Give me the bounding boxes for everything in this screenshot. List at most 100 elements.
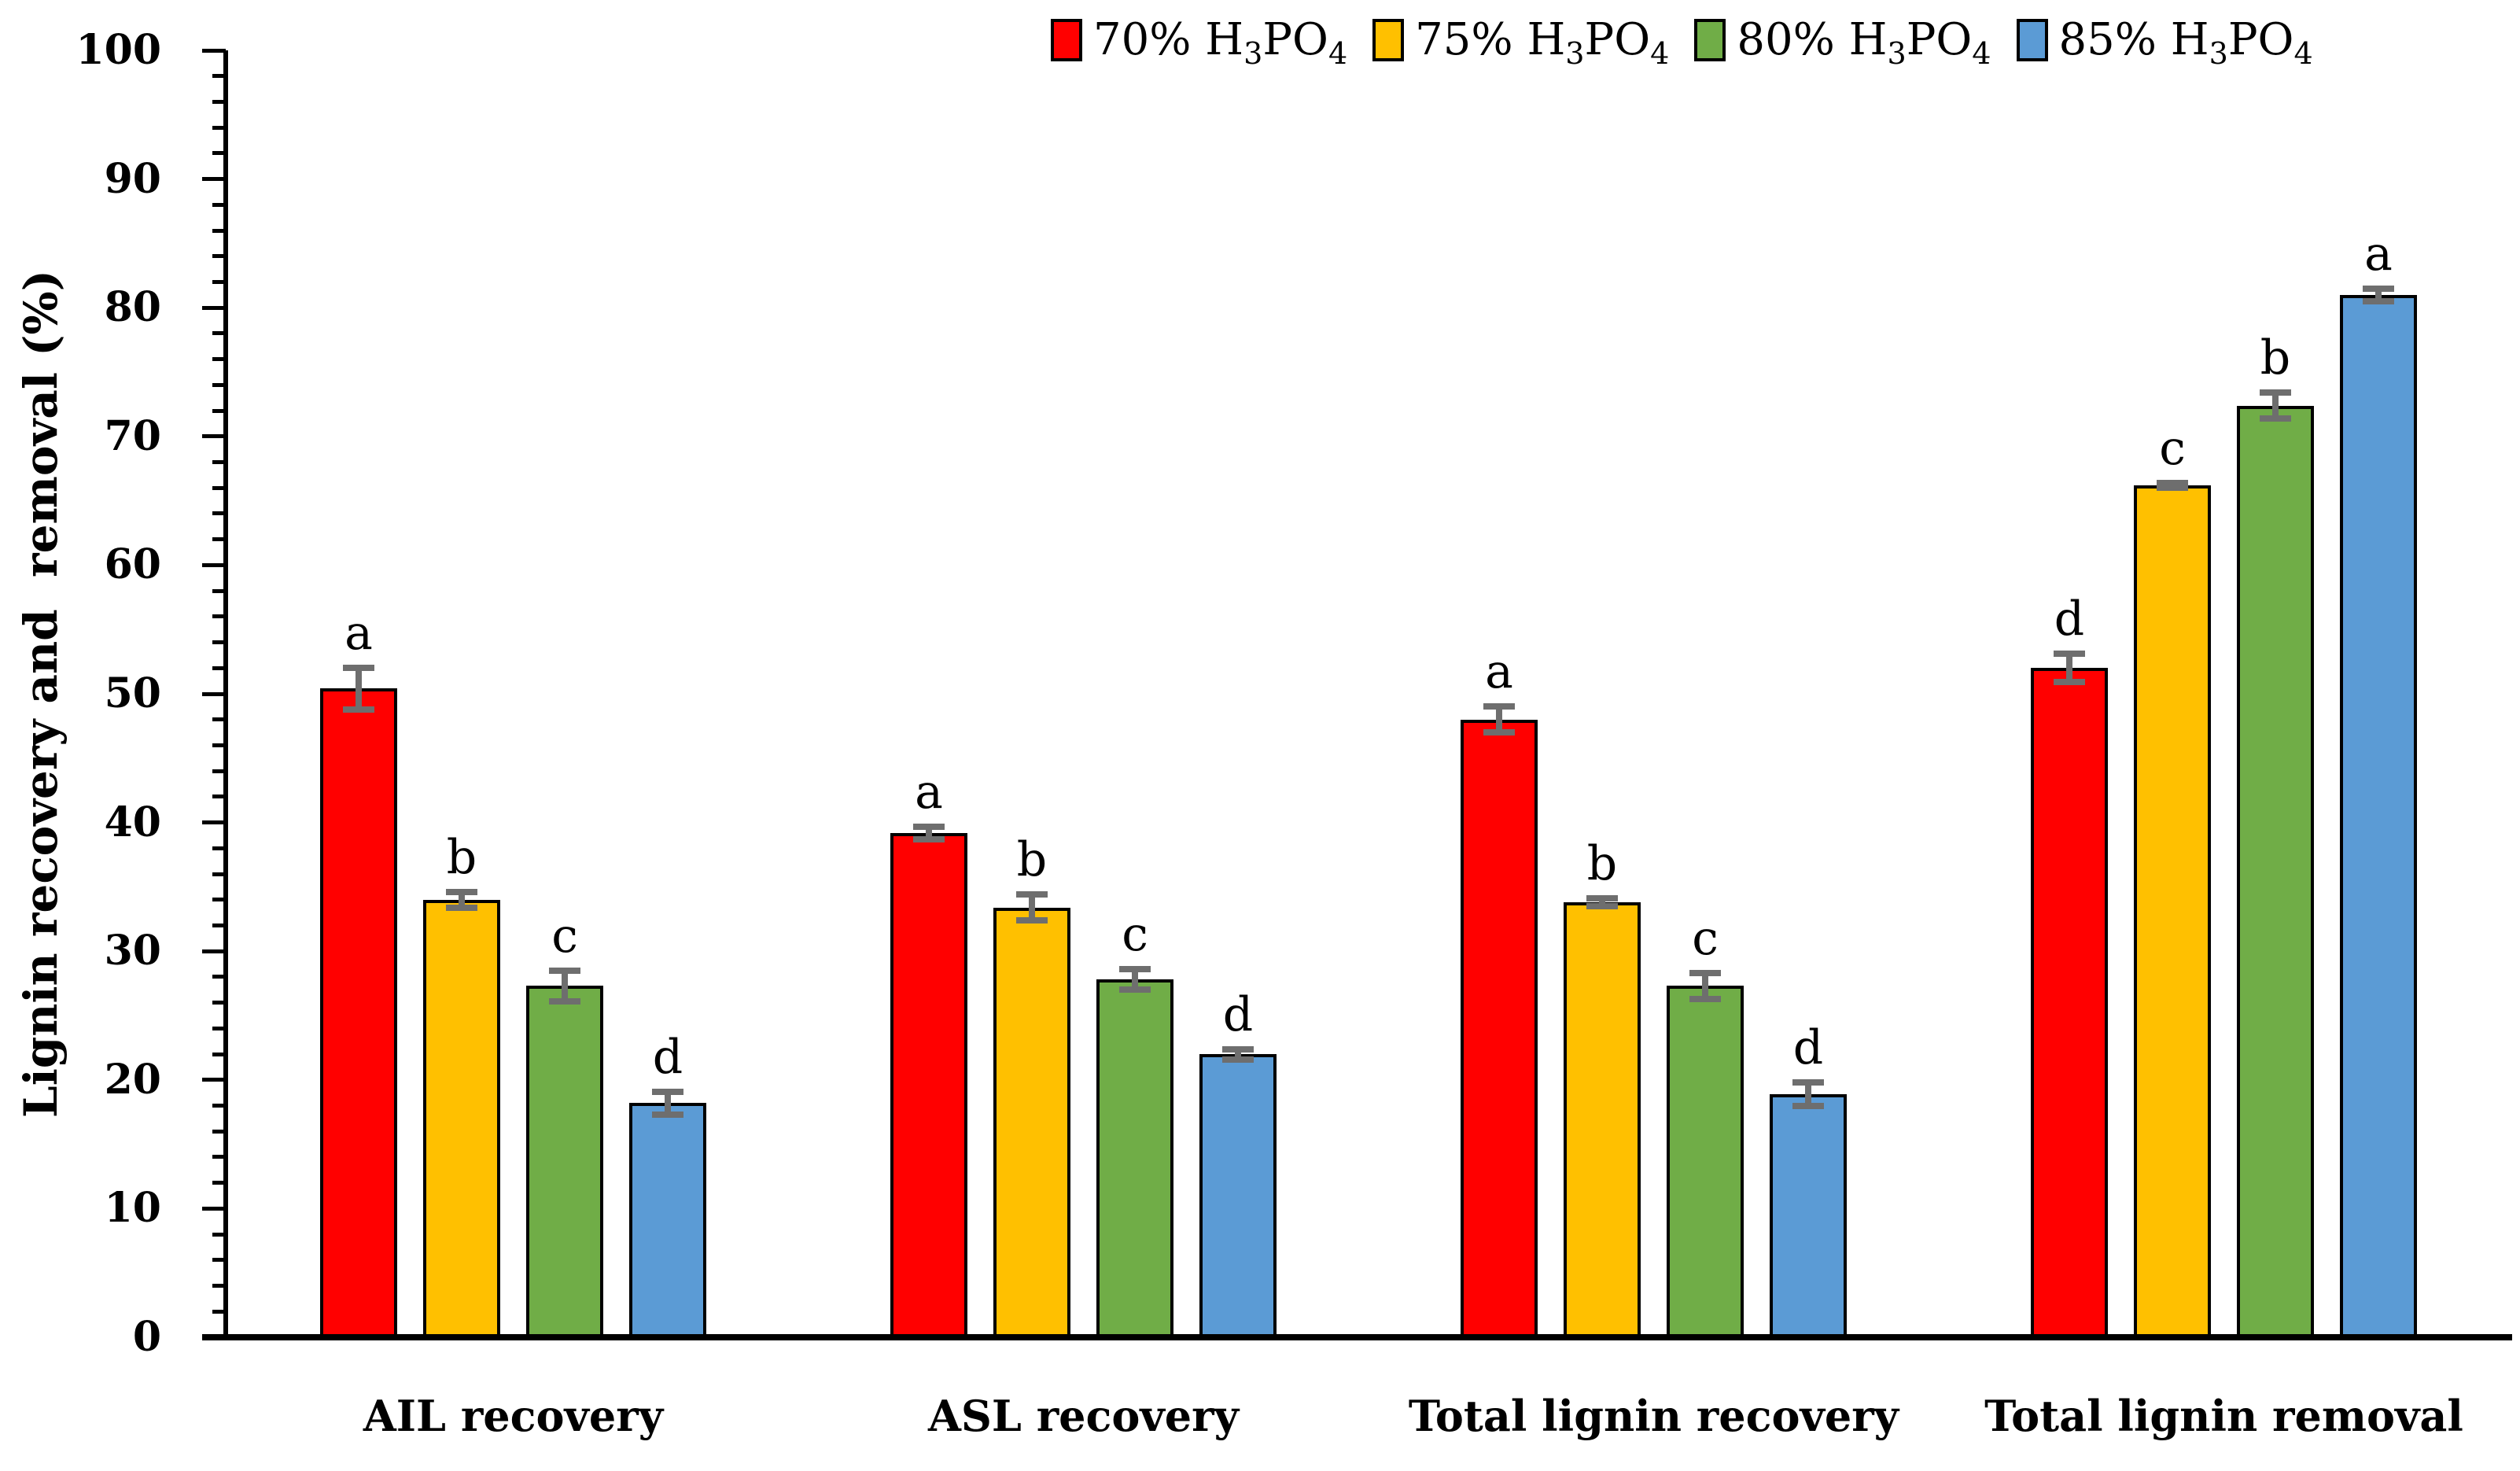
y-minor-tick xyxy=(212,511,226,516)
error-bar-cap-top xyxy=(446,888,477,895)
y-major-tick xyxy=(202,177,226,182)
bar-cell: b xyxy=(2237,50,2314,1337)
y-minor-tick xyxy=(212,331,226,336)
y-minor-tick xyxy=(212,898,226,902)
y-minor-tick xyxy=(212,408,226,413)
bar-70-h3po4 xyxy=(2031,668,2108,1337)
error-bar-cap-bottom xyxy=(2157,485,2188,492)
x-category-label: AIL recovery xyxy=(363,1391,664,1441)
y-major-tick xyxy=(202,691,226,696)
bar-cell: d xyxy=(629,50,706,1337)
significance-letter: d xyxy=(652,1029,683,1085)
bar-75-h3po4 xyxy=(423,899,500,1337)
error-bar-line xyxy=(1496,706,1502,733)
bar-cell: a xyxy=(320,50,397,1337)
y-minor-tick xyxy=(212,614,226,619)
error-bar-cap-bottom xyxy=(1016,916,1048,924)
legend-label: 75% H3PO4 xyxy=(1415,14,1670,72)
bar-cell: c xyxy=(1096,50,1173,1337)
y-major-tick xyxy=(202,434,226,439)
x-category-label: ASL recovery xyxy=(928,1391,1239,1441)
bar-cell: c xyxy=(2134,50,2211,1337)
error-bar-cap-top xyxy=(1792,1079,1824,1086)
y-major-tick xyxy=(202,1078,226,1082)
bar-70-h3po4 xyxy=(890,832,967,1337)
legend: 70% H3PO4 75% H3PO4 80% H3PO4 85% H3PO4 xyxy=(1051,14,2313,72)
bar-80-h3po4 xyxy=(2237,405,2314,1337)
bar-cell: b xyxy=(993,50,1070,1337)
error-bar-cap-bottom xyxy=(549,998,580,1005)
y-major-tick xyxy=(202,48,226,53)
error-bar-cap-bottom xyxy=(1483,729,1515,736)
error-bar-cap-bottom xyxy=(652,1111,683,1118)
y-tick-label: 70 xyxy=(104,411,161,460)
error-bar-line xyxy=(1235,1049,1241,1060)
bar-cell: d xyxy=(1199,50,1277,1337)
error-bar-cap-bottom xyxy=(913,835,945,842)
legend-swatch xyxy=(2016,18,2048,61)
bar-cell: a xyxy=(890,50,967,1337)
error-bar-cap-top xyxy=(1016,891,1048,898)
bar-group: d c b a xyxy=(1939,50,2509,1337)
error-bar-cap-top xyxy=(2054,651,2085,658)
y-major-tick xyxy=(202,562,226,567)
y-minor-tick xyxy=(212,975,226,979)
y-minor-tick xyxy=(212,151,226,156)
legend-label: 70% H3PO4 xyxy=(1093,14,1348,72)
bar-85-h3po4 xyxy=(1770,1093,1847,1337)
y-minor-tick xyxy=(212,537,226,542)
significance-letter: b xyxy=(1586,836,1618,892)
error-bar-cap-top xyxy=(2363,285,2394,292)
bar-80-h3po4 xyxy=(526,986,603,1337)
error-bar-line xyxy=(665,1091,671,1115)
legend-item: 80% H3PO4 xyxy=(1694,14,1991,72)
error-bar-cap-top xyxy=(1689,970,1721,977)
error-bar-line xyxy=(562,970,568,1002)
y-minor-tick xyxy=(212,1232,226,1237)
y-minor-tick xyxy=(212,665,226,670)
y-major-tick xyxy=(202,820,226,825)
bar-75-h3po4 xyxy=(1564,902,1641,1337)
error-bar-line xyxy=(926,826,932,839)
y-major-tick xyxy=(202,1206,226,1211)
y-tick-label: 60 xyxy=(104,540,161,589)
y-minor-tick xyxy=(212,1129,226,1134)
y-minor-tick xyxy=(212,588,226,593)
y-minor-tick xyxy=(212,1181,226,1185)
bar-group: a b c d xyxy=(228,50,798,1337)
bar-group: a b c d xyxy=(798,50,1369,1337)
y-minor-tick xyxy=(212,357,226,362)
legend-item: 85% H3PO4 xyxy=(2016,14,2313,68)
error-bar-cap-bottom xyxy=(2363,298,2394,305)
error-bar-cap-top xyxy=(1586,895,1618,902)
bar-cell: d xyxy=(1770,50,1847,1337)
error-bar-line xyxy=(1029,894,1035,920)
y-minor-tick xyxy=(212,202,226,207)
y-tick-label: 0 xyxy=(132,1313,161,1361)
y-minor-tick xyxy=(212,1104,226,1108)
error-bar-cap-top xyxy=(2157,479,2188,486)
legend-item: 75% H3PO4 xyxy=(1372,14,1670,72)
bar-cell: b xyxy=(1564,50,1641,1337)
legend-label: 80% H3PO4 xyxy=(1737,14,1991,72)
y-minor-tick xyxy=(212,460,226,465)
bar-85-h3po4 xyxy=(1199,1054,1277,1337)
bar-80-h3po4 xyxy=(1667,986,1744,1337)
y-tick-label: 100 xyxy=(76,26,161,74)
error-bar-cap-top xyxy=(343,665,374,672)
error-bar-cap-top xyxy=(549,967,580,974)
y-tick-label: 20 xyxy=(104,1055,161,1104)
bar-cell: a xyxy=(2340,50,2417,1337)
error-bar-cap-bottom xyxy=(1792,1102,1824,1109)
error-bar-cap-bottom xyxy=(446,904,477,911)
y-minor-tick xyxy=(212,846,226,850)
significance-letter: a xyxy=(344,606,373,662)
legend-swatch xyxy=(1051,18,1082,61)
y-tick-label: 10 xyxy=(104,1184,161,1233)
y-minor-tick xyxy=(212,1309,226,1314)
significance-letter: d xyxy=(2054,592,2085,647)
error-bar-line xyxy=(2375,288,2382,302)
y-tick-label: 40 xyxy=(104,798,161,846)
significance-letter: d xyxy=(1792,1020,1824,1076)
bar-85-h3po4 xyxy=(2340,294,2417,1337)
